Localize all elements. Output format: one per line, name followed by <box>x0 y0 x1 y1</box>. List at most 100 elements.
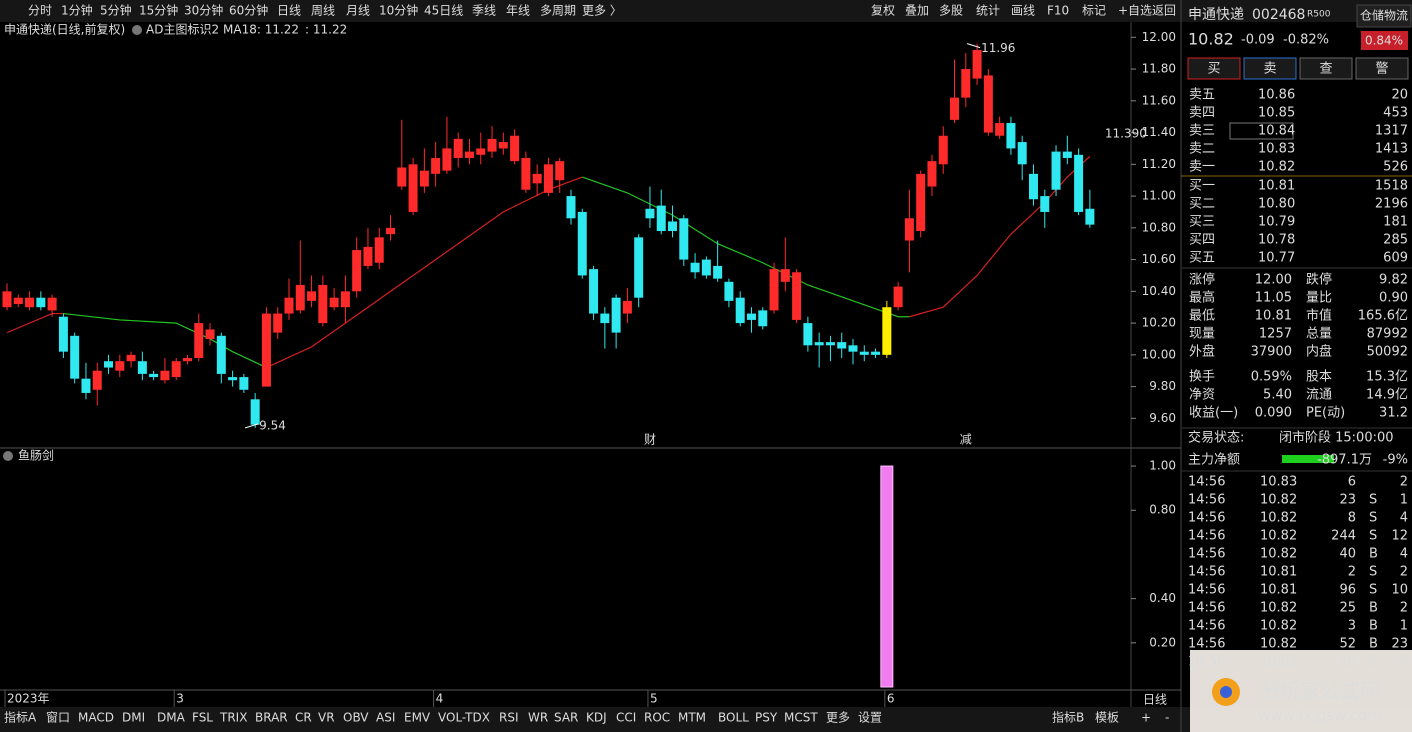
tab[interactable]: PSY <box>755 711 778 725</box>
tab[interactable]: MTM <box>678 711 706 725</box>
tab[interactable]: EMV <box>404 711 431 725</box>
chart-title: 申通快递(日线,前复权) <box>4 22 125 37</box>
tab[interactable]: OBV <box>343 711 369 725</box>
action-button[interactable] <box>1187 57 1241 80</box>
toolbar-item[interactable]: 返回 <box>1152 4 1176 18</box>
toolbar-item[interactable]: 多周期 <box>540 4 576 18</box>
candle-body <box>1074 154 1084 212</box>
candle-body <box>431 157 441 174</box>
toolbar-item[interactable]: 多股 <box>939 4 963 18</box>
stat-label: 收益(一) <box>1189 406 1238 421</box>
tab[interactable]: 指标B <box>1052 710 1084 725</box>
toolbar-item[interactable]: 15分钟 <box>139 3 178 18</box>
toolbar-item[interactable]: 年线 <box>506 4 530 18</box>
tab[interactable]: WR <box>528 711 548 725</box>
toolbar-item[interactable]: 标记 <box>1082 4 1106 18</box>
tab[interactable]: ASI <box>376 711 395 725</box>
tab[interactable]: BOLL <box>718 711 749 725</box>
candle-body <box>419 170 429 187</box>
action-button[interactable] <box>1243 57 1297 80</box>
toolbar-item[interactable]: 30分钟 <box>184 3 223 18</box>
candle-body <box>182 358 192 362</box>
candle-body <box>149 373 159 378</box>
toolbar-item[interactable]: +自选 <box>1118 4 1152 18</box>
stat-value: 0.090 <box>1255 406 1292 421</box>
tab[interactable]: CCI <box>616 711 636 725</box>
toolbar-item[interactable]: 周线 <box>311 4 335 18</box>
tab[interactable]: 模板 <box>1095 711 1119 725</box>
ma-line <box>6 312 64 334</box>
stat-value: 87992 <box>1367 327 1408 342</box>
book-price: 10.84 <box>1258 124 1295 139</box>
tab[interactable]: MCST <box>784 711 818 725</box>
tab[interactable]: DMI <box>122 711 145 725</box>
tab[interactable]: 更多 <box>826 711 850 725</box>
tab[interactable]: VOL-TDX <box>438 711 490 725</box>
toolbar-item[interactable]: 月线 <box>346 4 370 18</box>
tab[interactable]: 设置 <box>858 711 882 725</box>
x-tick-label: 6 <box>887 692 895 706</box>
toolbar-item[interactable]: 更多 〉 <box>582 4 622 18</box>
toolbar-item[interactable]: 季线 <box>472 4 496 18</box>
toolbar-item[interactable]: 统计 <box>976 4 1000 18</box>
y-tick-label: 10.00 <box>1142 347 1176 361</box>
candle-body <box>589 269 599 314</box>
action-label[interactable]: 卖 <box>1263 62 1276 77</box>
tab[interactable]: BRAR <box>255 711 288 725</box>
tab[interactable]: DMA <box>157 711 186 725</box>
toolbar-item[interactable]: 45日线 <box>424 4 463 18</box>
toolbar-item[interactable]: 1分钟 <box>61 3 93 18</box>
tab[interactable]: 指标A <box>4 710 37 725</box>
tab[interactable]: RSI <box>499 711 519 725</box>
period-label: 日线 <box>1143 693 1167 707</box>
candle-body <box>825 342 835 346</box>
tab[interactable]: - <box>1165 711 1169 725</box>
toolbar-item[interactable]: 复权 <box>871 4 895 18</box>
toolbar-item[interactable]: F10 <box>1047 4 1069 18</box>
tab[interactable]: KDJ <box>586 711 607 725</box>
toolbar-item[interactable]: 5分钟 <box>100 3 132 18</box>
action-label[interactable]: 警 <box>1375 61 1388 77</box>
action-label[interactable]: 买 <box>1207 62 1220 77</box>
trade-side: S <box>1369 655 1377 670</box>
tab[interactable]: + <box>1141 711 1151 725</box>
toolbar-item[interactable]: 叠加 <box>905 4 929 18</box>
stat-label: 净资 <box>1189 388 1215 403</box>
tab[interactable]: VR <box>318 711 335 725</box>
book-label: 卖四 <box>1189 106 1215 121</box>
candle-body <box>273 313 283 333</box>
tab[interactable]: FSL <box>192 711 213 725</box>
stock-code: 002468 <box>1252 7 1305 23</box>
candle-body <box>318 284 328 324</box>
toolbar-item[interactable]: 画线 <box>1011 4 1035 18</box>
toolbar-item[interactable]: 分时 <box>28 4 52 18</box>
tab[interactable]: ROC <box>644 711 670 725</box>
watermark-url: www.fxjgsw.com <box>1258 707 1382 725</box>
toolbar-item[interactable]: 10分钟 <box>379 3 418 18</box>
tab[interactable]: SAR <box>554 711 578 725</box>
book-label: 卖一 <box>1189 160 1215 175</box>
candle-body <box>1040 196 1050 212</box>
candle-body <box>746 313 756 320</box>
trade-time: 14:56 <box>1188 529 1225 544</box>
trade-time: 14:56 <box>1188 619 1225 634</box>
toolbar-item[interactable]: 60分钟 <box>229 3 268 18</box>
action-button[interactable] <box>1355 57 1409 80</box>
action-label[interactable]: 查 <box>1319 62 1332 77</box>
tab[interactable]: MACD <box>78 711 114 725</box>
book-volume: 526 <box>1383 160 1408 175</box>
trade-volume: 96 <box>1339 583 1356 598</box>
candle-body <box>724 281 734 301</box>
trade-time: 14:56 <box>1188 655 1225 670</box>
tab[interactable]: CR <box>295 711 312 725</box>
trade-count: 1 <box>1400 493 1408 508</box>
candle-body <box>927 161 937 187</box>
ma-line <box>63 312 267 369</box>
tab[interactable]: TRIX <box>219 711 247 725</box>
toolbar-item[interactable]: 日线 <box>277 4 301 18</box>
book-volume: 181 <box>1383 215 1408 230</box>
candle-body <box>521 157 531 190</box>
tab[interactable]: 窗口 <box>46 711 70 725</box>
action-button[interactable] <box>1299 57 1353 80</box>
trade-volume: 40 <box>1339 547 1356 562</box>
